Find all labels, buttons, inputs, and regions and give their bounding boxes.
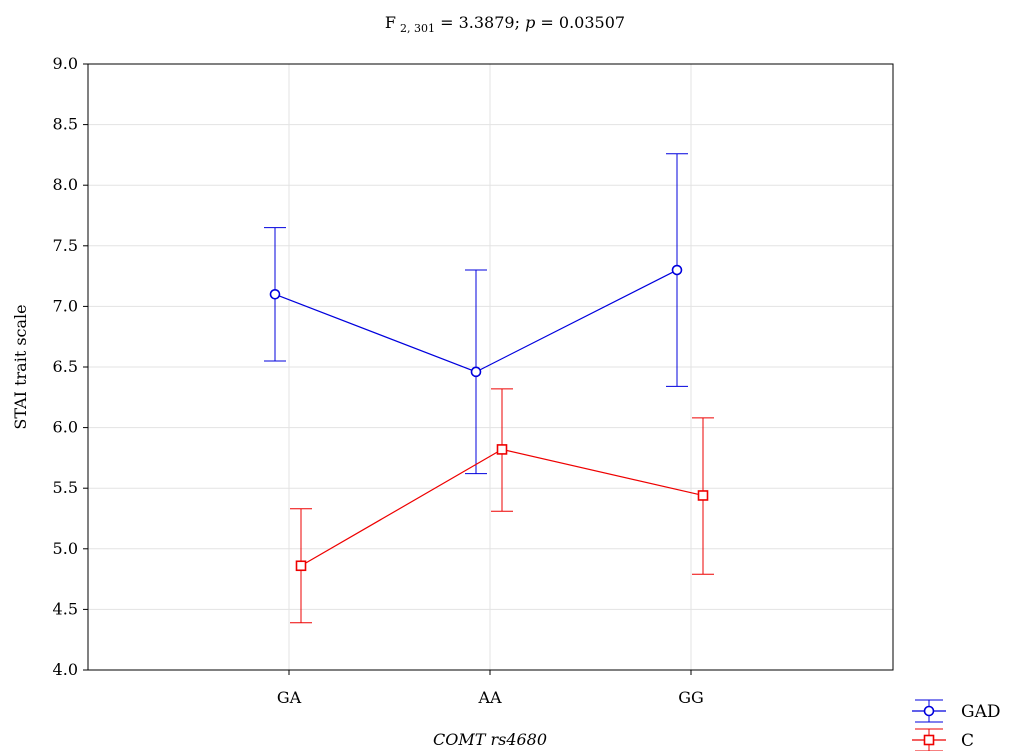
y-tick-label: 6.5 [53, 357, 78, 376]
data-point [697, 490, 709, 501]
grid [88, 64, 893, 670]
data-point [470, 366, 482, 378]
legend-label: C [961, 731, 974, 751]
data-point [671, 264, 683, 276]
y-tick-label: 4.0 [53, 660, 78, 679]
data-point [295, 560, 307, 572]
legend-entry-c: C [912, 728, 974, 751]
y-tick-label: 6.0 [53, 418, 78, 437]
y-axis: 4.0 4.5 5.0 5.5 6.0 6.5 7.0 7.5 8.0 8.5 9.0 [53, 54, 88, 679]
data-point [496, 444, 508, 455]
y-tick-label: 4.5 [53, 599, 78, 618]
y-tick-label: 9.0 [53, 54, 78, 73]
legend-marker [923, 705, 935, 717]
x-axis: GA AA GG [277, 670, 704, 707]
x-tick-label: AA [477, 688, 502, 707]
y-axis-label: STAI trait scale [11, 304, 30, 429]
x-tick-label: GG [678, 688, 704, 707]
legend-entry-gad: GAD [912, 699, 1001, 723]
y-tick-label: 8.0 [53, 175, 78, 194]
chart-title: F 2, 301 = 3.3879; p = 0.03507 [385, 13, 625, 35]
y-tick-label: 8.5 [53, 115, 78, 134]
data-point [269, 288, 281, 300]
legend-label: GAD [961, 702, 1001, 722]
y-tick-label: 5.0 [53, 539, 78, 558]
series-gad [264, 153, 688, 475]
legend-marker [923, 734, 935, 746]
y-tick-label: 7.0 [53, 296, 78, 315]
series-layer [264, 153, 714, 624]
x-axis-label: COMT rs4680 [433, 730, 547, 749]
legend: GAD C [912, 699, 1001, 751]
series-c [290, 388, 714, 624]
y-tick-label: 5.5 [53, 478, 78, 497]
y-tick-label: 7.5 [53, 236, 78, 255]
x-tick-label: GA [277, 688, 302, 707]
